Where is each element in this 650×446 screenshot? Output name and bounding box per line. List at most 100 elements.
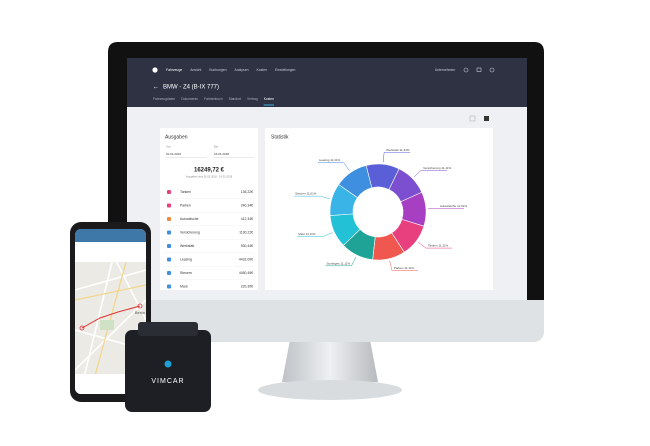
app-header (127, 58, 527, 107)
item-name: Autowäsche (180, 217, 199, 221)
segment-name: Versicherung (423, 166, 441, 170)
nav-item[interactable]: Fahrzeuge (166, 68, 182, 72)
segment-name: Leasing (319, 158, 330, 162)
item-amount: 412,34€ (241, 217, 253, 221)
segment-name: Tanken (428, 243, 438, 247)
nav-item[interactable]: Analysen (235, 68, 249, 72)
stand (282, 340, 378, 382)
statistics-card (265, 128, 493, 290)
leader-line (317, 162, 350, 172)
segment-name: Maut (298, 232, 305, 236)
donut-segment[interactable] (338, 165, 373, 199)
back-arrow[interactable]: ← (153, 85, 159, 91)
period: Ausgaben vom 01.01.2016 - 16.01.2018 (186, 175, 233, 179)
segment-label: Tanken 11,11% (428, 243, 449, 247)
route-end (137, 303, 143, 309)
icon-chat[interactable] (476, 67, 482, 72)
item-icon (167, 257, 171, 262)
date-input[interactable]: 16.01.2018 (214, 152, 229, 156)
item-name: Parken (180, 203, 191, 207)
icon-power[interactable] (489, 67, 495, 73)
account[interactable]: Unternehmen (435, 68, 456, 72)
segment-value: 11,41% (330, 158, 340, 162)
item-icon (167, 190, 171, 194)
nav-item[interactable]: Ansicht (190, 68, 201, 72)
segment-name: Sonstiges (326, 261, 340, 265)
card-title: Ausgaben (165, 134, 188, 140)
obd-dongle (125, 330, 211, 412)
item-icon (167, 244, 171, 248)
segment-label: Autowäsche 11,61% (440, 204, 467, 208)
leader-line (294, 195, 330, 200)
chart-title: Statistik (271, 134, 289, 140)
tab[interactable]: Vertrag (247, 97, 258, 101)
segment-label: Steuern 11,01% (295, 191, 317, 195)
app-logo (152, 67, 158, 73)
item-amount: 240,34€ (241, 203, 253, 207)
phone-screen: Berlin (75, 229, 146, 394)
item-amount: 4432,00€ (239, 257, 253, 261)
item-name: Steuern (180, 271, 192, 275)
segment-label: Versicherung 11,11% (423, 166, 451, 170)
segment-label: Werkstatt 11,33% (386, 148, 410, 152)
segment-label: Maut 11,11% (298, 232, 316, 236)
segment-label: Leasing 11,41% (319, 158, 341, 162)
leader-line (417, 241, 452, 249)
brand-logo (164, 360, 172, 368)
item-icon (167, 271, 171, 275)
segment-value: 11,61% (457, 204, 467, 208)
segment-value: 11,11% (441, 166, 451, 170)
item-icon (167, 203, 171, 208)
segment-name: Werkstatt (386, 148, 399, 152)
segment-name: Steuern (295, 191, 306, 195)
leader-line (325, 256, 357, 267)
vehicle-title: BMW - Z4 (B-IX 777) (163, 85, 219, 91)
item-name: Versicherung (180, 230, 200, 234)
map-park (100, 320, 114, 330)
obd-connector (138, 322, 198, 336)
view-toggle[interactable] (469, 115, 476, 122)
tab[interactable]: Kosten (264, 97, 274, 101)
segment-label: Parken 11,11% (394, 266, 414, 270)
segment-label: Sonstiges 11,11% (326, 261, 350, 265)
map-roads (75, 229, 146, 394)
segment-value: 11,11% (341, 261, 351, 265)
item-name: Tanken (180, 190, 191, 194)
leader-line (413, 170, 448, 178)
route-start (79, 325, 85, 331)
nav-item[interactable]: Kosten (256, 68, 267, 72)
nav-item[interactable]: Einstellungen (275, 68, 295, 72)
segment-value: 11,11% (404, 266, 414, 270)
donut-chart: Werkstatt 11,33% Versicherung 11,11% Autow… (294, 148, 467, 271)
item-amount: 930,44€ (241, 244, 253, 248)
tab[interactable]: Dokumente (181, 97, 198, 101)
segment-value: 11,01% (306, 191, 316, 195)
expenses-card (160, 128, 258, 290)
leader-line (382, 152, 411, 163)
item-amount: 220,30€ (241, 284, 253, 288)
view-toggle[interactable] (484, 116, 489, 121)
segment-name: Autowäsche (440, 204, 457, 208)
brand-name: VIMCAR (151, 378, 184, 385)
nav-item[interactable]: Buchungen (209, 68, 226, 72)
route (81, 305, 141, 329)
item-name: Maut (180, 284, 188, 288)
phone-trip-panel (75, 242, 146, 262)
item-icon (167, 217, 171, 221)
item-icon (167, 284, 171, 289)
expense-list: Tanken 135,22€ Parken 240,34€ Autowäsche 412,… (165, 190, 254, 289)
tab[interactable]: Standort (229, 97, 242, 101)
total: 16249,72 € (194, 168, 225, 174)
item-amount: 4450,45€ (239, 271, 253, 275)
date-input[interactable]: 01.01.2016 (166, 152, 181, 156)
date-label: Bis (214, 145, 218, 149)
item-name: Werkstatt (180, 244, 194, 248)
item-amount: 135,22€ (241, 190, 253, 194)
tab[interactable]: Fahrtenbuch (204, 97, 223, 101)
item-icon (167, 230, 171, 235)
map-label: Berlin (135, 310, 145, 315)
tab[interactable]: Fahrzeugdaten (153, 97, 175, 101)
icon-refresh[interactable] (463, 67, 469, 73)
item-amount: 1130,22€ (239, 230, 253, 234)
